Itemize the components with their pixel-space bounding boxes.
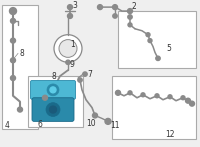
- Text: 3: 3: [72, 1, 77, 10]
- Circle shape: [68, 5, 72, 10]
- Circle shape: [146, 33, 150, 37]
- Text: 10: 10: [86, 119, 96, 128]
- Text: 9: 9: [70, 60, 75, 69]
- Text: 7: 7: [87, 70, 92, 79]
- Text: 8: 8: [52, 72, 57, 81]
- Circle shape: [112, 5, 118, 10]
- Circle shape: [54, 35, 82, 62]
- Text: 2: 2: [132, 2, 137, 11]
- Circle shape: [42, 95, 48, 100]
- Circle shape: [59, 40, 77, 57]
- Circle shape: [156, 56, 160, 61]
- Circle shape: [128, 15, 132, 19]
- Text: 5: 5: [166, 44, 171, 53]
- Circle shape: [113, 14, 117, 18]
- Circle shape: [92, 113, 98, 118]
- Circle shape: [98, 5, 102, 10]
- Circle shape: [155, 94, 159, 98]
- Circle shape: [186, 98, 190, 103]
- FancyBboxPatch shape: [30, 81, 76, 99]
- Circle shape: [148, 39, 152, 43]
- Circle shape: [83, 72, 87, 76]
- Circle shape: [10, 8, 16, 15]
- Circle shape: [116, 90, 120, 95]
- Circle shape: [168, 95, 172, 99]
- Circle shape: [10, 18, 16, 23]
- Circle shape: [68, 14, 72, 18]
- Circle shape: [141, 93, 145, 97]
- Circle shape: [18, 107, 22, 112]
- Text: 8: 8: [20, 49, 25, 58]
- Text: 12: 12: [165, 130, 174, 139]
- Circle shape: [105, 118, 111, 124]
- Circle shape: [128, 9, 132, 14]
- Circle shape: [46, 103, 60, 116]
- Circle shape: [78, 78, 82, 82]
- Circle shape: [50, 106, 57, 113]
- Circle shape: [128, 23, 132, 27]
- Bar: [2, 5, 38, 129]
- Circle shape: [190, 101, 194, 106]
- Bar: [118, 11, 196, 68]
- Bar: [28, 76, 83, 127]
- Text: 6: 6: [37, 120, 42, 129]
- Text: 1: 1: [70, 40, 75, 49]
- Text: 11: 11: [110, 121, 120, 130]
- Circle shape: [181, 96, 185, 100]
- Circle shape: [66, 60, 70, 64]
- Circle shape: [10, 38, 16, 43]
- Circle shape: [10, 58, 16, 63]
- Circle shape: [50, 87, 56, 93]
- Circle shape: [10, 76, 16, 81]
- Circle shape: [47, 84, 59, 96]
- Text: 4: 4: [5, 121, 10, 130]
- Circle shape: [128, 91, 132, 95]
- Bar: [112, 76, 196, 139]
- FancyBboxPatch shape: [32, 98, 74, 121]
